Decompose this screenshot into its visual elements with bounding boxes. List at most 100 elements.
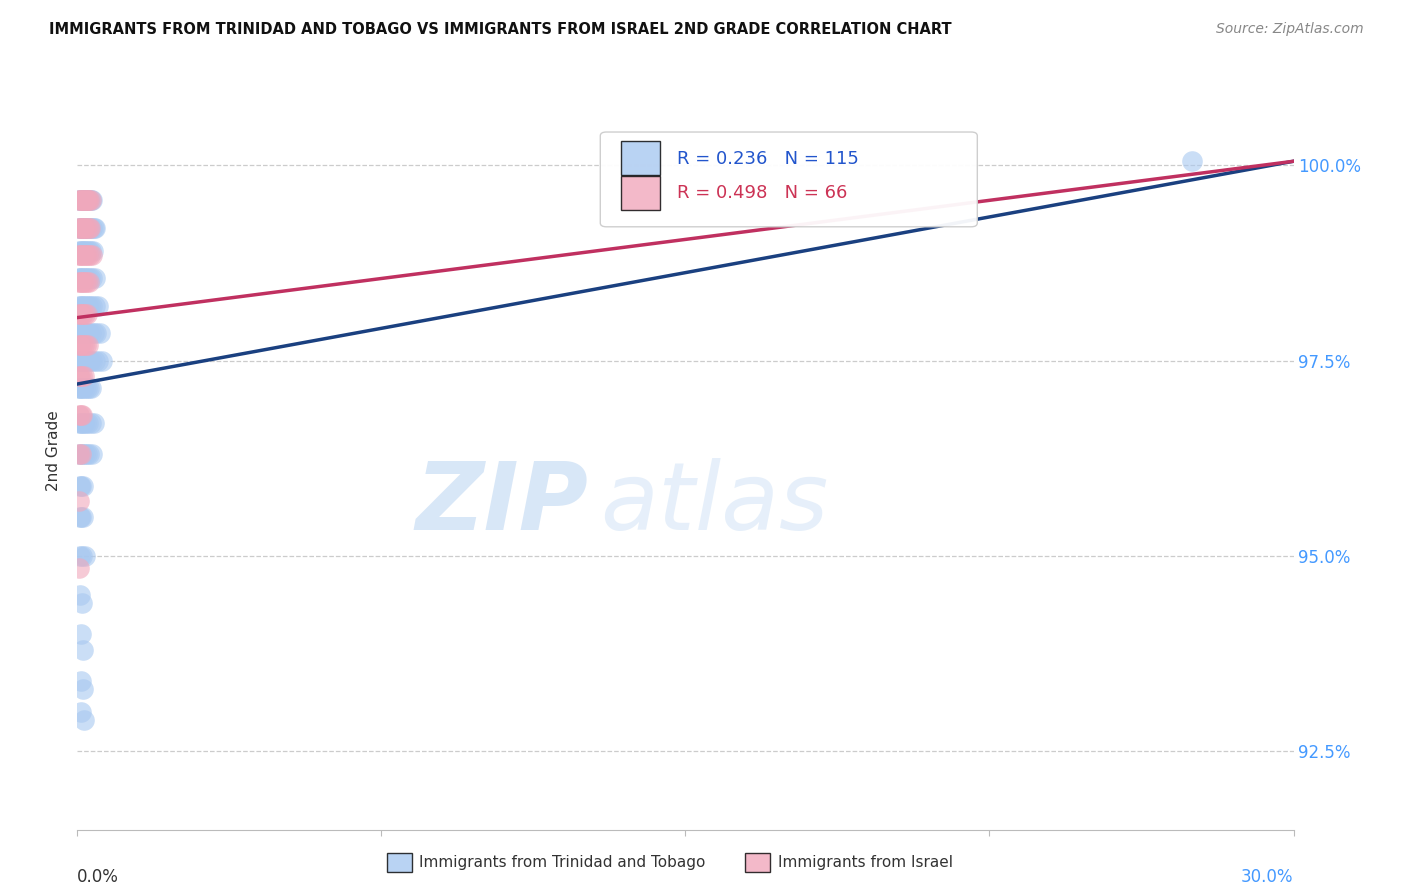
Point — [67, 381, 90, 395]
Text: IMMIGRANTS FROM TRINIDAD AND TOBAGO VS IMMIGRANTS FROM ISRAEL 2ND GRADE CORRELAT: IMMIGRANTS FROM TRINIDAD AND TOBAGO VS I… — [49, 22, 952, 37]
Point — [69, 307, 91, 321]
Point — [76, 381, 98, 395]
Point — [69, 276, 91, 290]
Point — [67, 447, 90, 461]
Point — [67, 353, 90, 368]
Point — [69, 244, 91, 259]
Point — [70, 220, 93, 235]
Point — [70, 706, 93, 720]
Point — [70, 299, 93, 313]
Point — [69, 248, 91, 262]
Point — [70, 194, 93, 208]
Point — [67, 326, 90, 341]
Point — [73, 220, 96, 235]
Point — [73, 338, 96, 352]
Point — [70, 220, 93, 235]
Point — [72, 509, 94, 524]
Point — [72, 194, 94, 208]
Point — [73, 326, 96, 341]
Point — [83, 326, 105, 341]
Point — [73, 220, 96, 235]
Point — [73, 381, 96, 395]
Point — [82, 299, 104, 313]
Text: Immigrants from Israel: Immigrants from Israel — [778, 855, 952, 870]
Point — [80, 220, 103, 235]
Point — [82, 248, 104, 262]
Point — [73, 271, 96, 285]
Point — [72, 447, 94, 461]
Point — [67, 194, 90, 208]
Point — [70, 338, 93, 352]
Point — [70, 220, 93, 235]
Point — [75, 220, 97, 235]
Point — [76, 220, 98, 235]
Point — [79, 194, 101, 208]
Point — [79, 299, 101, 313]
Point — [75, 338, 97, 352]
Point — [69, 220, 91, 235]
Point — [82, 244, 104, 259]
Point — [67, 271, 90, 285]
Point — [67, 220, 90, 235]
Point — [67, 244, 90, 259]
Point — [72, 220, 94, 235]
Point — [90, 353, 112, 368]
Point — [67, 194, 90, 208]
Point — [70, 596, 93, 610]
Point — [69, 509, 91, 524]
Point — [77, 194, 100, 208]
Point — [67, 409, 90, 423]
Point — [76, 276, 98, 290]
Point — [70, 549, 93, 563]
Point — [84, 353, 107, 368]
Point — [73, 369, 96, 384]
Point — [70, 271, 93, 285]
Text: R = 0.236   N = 115: R = 0.236 N = 115 — [676, 150, 859, 168]
Point — [73, 549, 96, 563]
Point — [69, 381, 91, 395]
Point — [69, 627, 91, 641]
Point — [67, 248, 90, 262]
Point — [72, 681, 94, 696]
Point — [70, 478, 93, 492]
Text: Source: ZipAtlas.com: Source: ZipAtlas.com — [1216, 22, 1364, 37]
Point — [72, 642, 94, 657]
Point — [70, 244, 93, 259]
Point — [67, 338, 90, 352]
Point — [70, 276, 93, 290]
Point — [67, 307, 90, 321]
Point — [75, 244, 97, 259]
Point — [67, 299, 90, 313]
Point — [79, 194, 101, 208]
Point — [70, 353, 93, 368]
Point — [67, 560, 90, 574]
Point — [82, 353, 104, 368]
Point — [67, 447, 90, 461]
Y-axis label: 2nd Grade: 2nd Grade — [46, 410, 62, 491]
Point — [75, 353, 97, 368]
Point — [79, 271, 101, 285]
Text: R = 0.498   N = 66: R = 0.498 N = 66 — [676, 185, 848, 202]
Point — [67, 276, 90, 290]
Point — [79, 248, 101, 262]
FancyBboxPatch shape — [621, 176, 659, 211]
Point — [73, 353, 96, 368]
Point — [77, 220, 100, 235]
Point — [67, 416, 90, 430]
Point — [69, 478, 91, 492]
Point — [87, 353, 110, 368]
Point — [77, 220, 100, 235]
Point — [69, 194, 91, 208]
Point — [83, 299, 105, 313]
Point — [82, 271, 104, 285]
Point — [76, 194, 98, 208]
Point — [69, 271, 91, 285]
Point — [80, 194, 103, 208]
Point — [73, 194, 96, 208]
Point — [69, 220, 91, 235]
Point — [72, 381, 94, 395]
Point — [79, 220, 101, 235]
Point — [72, 478, 94, 492]
Point — [70, 416, 93, 430]
Point — [80, 244, 103, 259]
